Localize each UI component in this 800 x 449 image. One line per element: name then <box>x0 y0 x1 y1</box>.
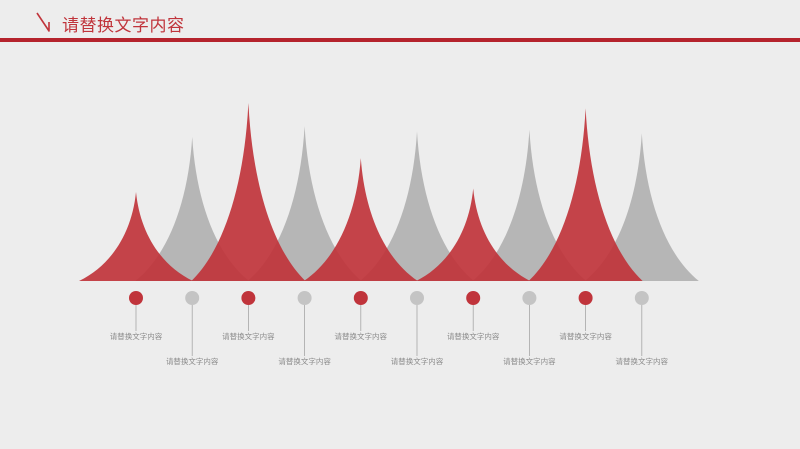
peak-7 <box>416 188 531 281</box>
peak-3 <box>191 103 306 281</box>
marker-dot-10 <box>634 291 649 305</box>
marker-dot-9 <box>578 291 593 305</box>
marker-dot-4 <box>297 291 312 305</box>
point-label-4: 请替换文字内容 <box>278 356 331 366</box>
point-label-5: 请替换文字内容 <box>335 331 388 341</box>
point-label-8: 请替换文字内容 <box>503 356 556 366</box>
slide-header: 请替换文字内容 <box>0 0 800 44</box>
peak-2 <box>135 136 250 281</box>
point-label-3: 请替换文字内容 <box>222 331 275 341</box>
marker-dot-6 <box>410 291 424 305</box>
header-rule <box>0 38 800 42</box>
peaks-layer <box>79 103 699 281</box>
labels-layer: 请替换文字内容请替换文字内容请替换文字内容请替换文字内容请替换文字内容请替换文字… <box>110 331 669 366</box>
header-slash-icon <box>36 12 50 32</box>
point-label-10: 请替换文字内容 <box>616 356 669 366</box>
peak-4 <box>247 126 362 281</box>
marker-dot-3 <box>241 291 256 305</box>
point-label-2: 请替换文字内容 <box>166 356 219 366</box>
marker-dot-7 <box>466 291 481 305</box>
dots-layer <box>129 291 649 305</box>
peak-8 <box>472 129 587 281</box>
stems-layer <box>135 305 643 356</box>
point-label-9: 请替换文字内容 <box>559 331 612 341</box>
marker-dot-5 <box>353 291 368 305</box>
peak-1 <box>79 192 193 281</box>
marker-dot-8 <box>522 291 537 305</box>
marker-dot-1 <box>129 291 143 305</box>
point-label-1: 请替换文字内容 <box>110 331 163 341</box>
peak-6 <box>360 131 474 281</box>
marker-dot-2 <box>185 291 200 305</box>
point-label-6: 请替换文字内容 <box>391 356 444 366</box>
peak-10 <box>584 133 699 281</box>
slide-title: 请替换文字内容 <box>62 16 185 36</box>
point-label-7: 请替换文字内容 <box>447 331 500 341</box>
peak-5 <box>303 158 418 281</box>
peak-9 <box>528 108 643 281</box>
